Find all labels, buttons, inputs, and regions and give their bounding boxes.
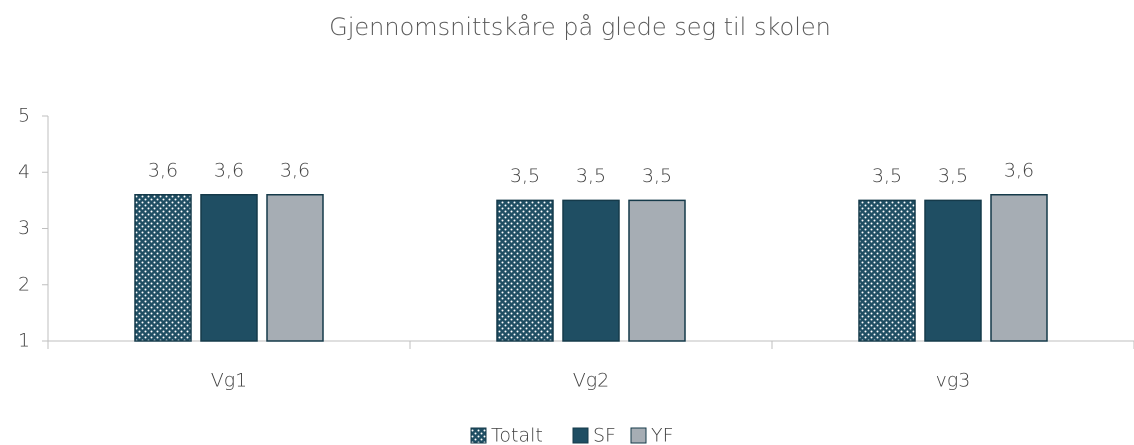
value-label: 3,6	[148, 159, 178, 181]
value-label: 3,6	[280, 159, 310, 181]
bar	[200, 194, 258, 342]
y-tick-label: 2	[18, 273, 30, 295]
legend-swatch	[630, 427, 647, 444]
value-label: 3,5	[510, 165, 540, 187]
legend-label: Totalt	[491, 425, 543, 445]
bar	[496, 199, 554, 342]
value-label: 3,5	[576, 165, 606, 187]
legend-label: SF	[593, 425, 616, 445]
value-label: 3,5	[938, 165, 968, 187]
legend-swatch	[470, 427, 487, 444]
bar	[858, 199, 916, 342]
y-tick-label: 1	[18, 330, 30, 352]
bar	[134, 194, 192, 342]
y-tick-label: 4	[18, 161, 30, 183]
chart-title: Gjennomsnittskåre på glede seg til skole…	[329, 13, 831, 41]
x-tick-label: vg3	[936, 370, 971, 392]
value-label: 3,5	[642, 165, 672, 187]
x-tick-label: Vg1	[211, 370, 248, 392]
x-tick-label: Vg2	[573, 370, 610, 392]
bar	[924, 199, 982, 342]
value-label: 3,5	[872, 165, 902, 187]
bar	[628, 199, 686, 342]
legend-swatch	[572, 427, 589, 444]
bar	[990, 194, 1048, 342]
value-label: 3,6	[214, 159, 244, 181]
legend-label: YF	[651, 425, 674, 445]
value-label: 3,6	[1004, 159, 1034, 181]
bar	[266, 194, 324, 342]
y-tick-label: 5	[18, 105, 30, 127]
bar	[562, 199, 620, 342]
y-tick-label: 3	[18, 217, 30, 239]
